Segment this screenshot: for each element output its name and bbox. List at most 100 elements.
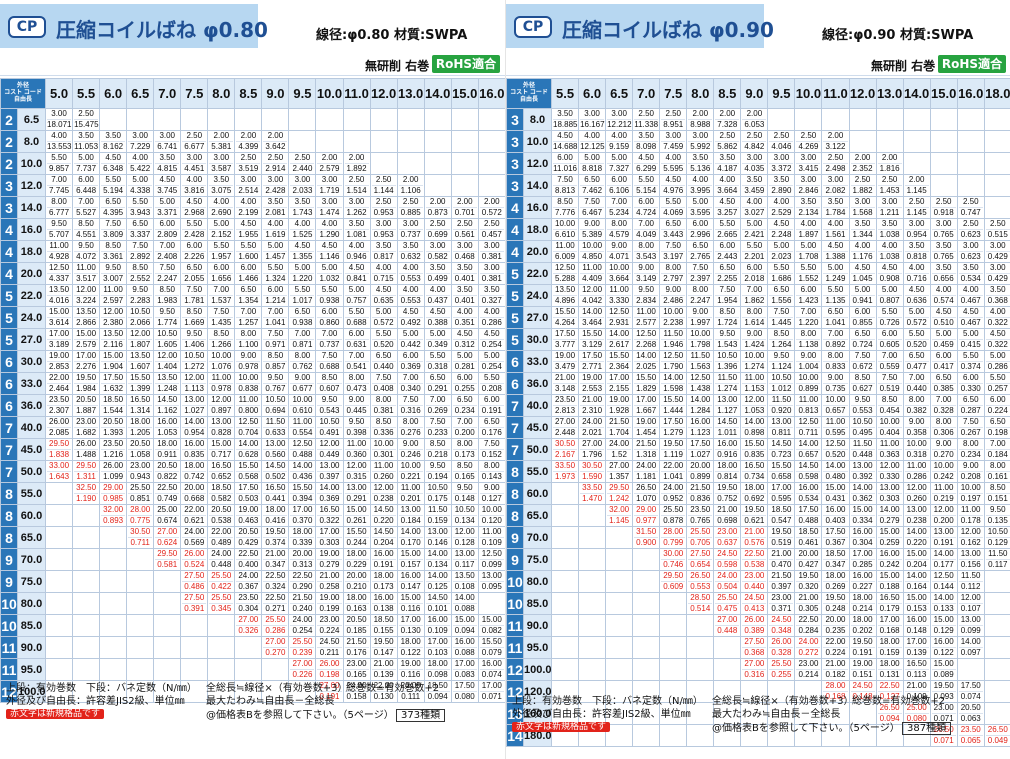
effective-coils: 3.50: [742, 175, 767, 186]
spring-constant: 0.838: [238, 384, 259, 393]
spring-cell: 22.50 0.749: [153, 482, 182, 505]
effective-coils: 14.00: [634, 351, 659, 362]
spring-cell: 7.50 0.408: [369, 372, 398, 395]
spring-cell: 4.00 1.525: [288, 218, 317, 241]
spring-cell: 7.00 0.541: [342, 350, 371, 373]
spring-constant: 2.247: [690, 296, 711, 305]
effective-coils: 8.50: [425, 439, 450, 450]
spring-cell: 31.50 0.900: [632, 526, 661, 549]
spring-constant: 0.746: [663, 560, 684, 569]
outer-diameter-header: 10.0: [794, 78, 823, 109]
spring-constant: 0.148: [454, 494, 475, 503]
spring-constant: 0.553: [852, 406, 873, 415]
spring-constant: 2.025: [636, 362, 657, 371]
spring-cell: 11.00 3.517: [72, 262, 101, 285]
spring-constant: 0.946: [346, 252, 367, 261]
spring-constant: 0.125: [427, 582, 448, 591]
spring-constant: 1.012: [771, 384, 792, 393]
spring-cell: 4.00 0.946: [342, 240, 371, 263]
spring-cell: 9.50 0.767: [261, 372, 290, 395]
spring-constant: 0.134: [454, 516, 475, 525]
effective-coils: 17.50: [796, 505, 821, 516]
page-header: CP 圧縮コイルばね φ0.80 線径:φ0.80 材質:SWPA: [0, 0, 505, 52]
item-count: 373種類: [396, 706, 446, 722]
spring-constant: 0.221: [400, 472, 421, 481]
spring-cell: 3.00 2.846: [794, 174, 823, 197]
empty-cell: [578, 614, 607, 637]
effective-coils: 16.00: [452, 637, 477, 648]
cost-code: 4: [0, 240, 18, 263]
spring-constant: 0.270: [933, 450, 954, 459]
effective-coils: 5.00: [931, 329, 956, 340]
effective-coils: 21.00: [769, 549, 794, 560]
effective-coils: 8.50: [850, 373, 875, 384]
spring-constant: 3.189: [49, 340, 70, 349]
effective-coils: 11.00: [236, 395, 261, 406]
effective-coils: 7.00: [931, 395, 956, 406]
spring-cell: 6.00 2.018: [740, 262, 769, 285]
spring-constant: 0.398: [346, 428, 367, 437]
spring-cell: 3.00 1.211: [875, 196, 904, 219]
spring-constant: 2.081: [265, 208, 286, 217]
empty-cell: [315, 108, 344, 131]
effective-coils: 12.00: [344, 461, 369, 472]
free-length: 90.0: [522, 614, 553, 637]
free-length: 6.5: [16, 108, 47, 131]
effective-coils: 4.00: [823, 219, 848, 230]
spring-constant: 0.371: [771, 604, 792, 613]
effective-coils: 19.00: [398, 659, 423, 670]
spring-constant: 0.094: [454, 626, 475, 635]
effective-coils: 10.00: [796, 373, 821, 384]
effective-coils: 21.50: [769, 571, 794, 582]
spring-cell: 13.00 0.397: [315, 460, 344, 483]
effective-coils: 3.00: [263, 175, 288, 186]
spring-cell: 4.50 0.322: [983, 328, 1010, 351]
effective-coils: 4.50: [425, 307, 450, 318]
spring-constant: 3.519: [238, 164, 259, 173]
spring-spec-table: 外径 コスト コード 自由長 5.5 6.0 6.5 7.0 7.5 8.0 8.5 9.0 9.5 1…: [505, 78, 1010, 747]
effective-coils: 8.50: [317, 373, 342, 384]
effective-coils: 6.50: [479, 417, 504, 428]
effective-coils: 6.00: [263, 285, 288, 296]
spring-constant: 0.576: [744, 538, 765, 547]
spring-cell: 16.00 0.088: [450, 636, 479, 659]
item-count: 387種類: [902, 719, 952, 735]
spring-constant: 1.127: [717, 406, 738, 415]
spring-constant: 0.941: [852, 296, 873, 305]
spring-constant: 0.163: [346, 604, 367, 613]
effective-coils: 24.00: [715, 571, 740, 582]
spring-cell: 5.00 0.572: [369, 306, 398, 329]
table-row: 8 65.0 30.50 0.711 27.00 0.624 24.00 0.569 22.00…: [0, 526, 506, 549]
effective-coils: 9.50: [47, 219, 72, 230]
spring-constant: 0.248: [825, 604, 846, 613]
free-length: 85.0: [522, 592, 553, 615]
effective-coils: 3.00: [661, 131, 686, 142]
effective-coils: 13.00: [317, 461, 342, 472]
spring-cell: 8.50 3.361: [99, 240, 128, 263]
effective-coils: 4.50: [452, 329, 477, 340]
spring-constant: 7.229: [130, 142, 151, 151]
spring-cell: 5.00 7.327: [605, 152, 634, 175]
effective-coils: 6.00: [479, 395, 504, 406]
effective-coils: 5.00: [688, 197, 713, 208]
outer-diameter-header: 8.0: [207, 78, 236, 109]
spring-constant: 2.579: [319, 164, 340, 173]
empty-cell: [578, 702, 607, 725]
effective-coils: 3.00: [904, 219, 929, 230]
effective-coils: 9.00: [823, 373, 848, 384]
effective-coils: 25.50: [128, 483, 153, 494]
spring-cell: 24.50 0.598: [713, 548, 742, 571]
table-row: 9 70.0 31.50 0.900 28.00 0.799 25.50 0.705 23.00…: [506, 526, 1010, 549]
spring-constant: 0.873: [427, 208, 448, 217]
effective-coils: 24.00: [661, 483, 686, 494]
spring-cell: 3.50 1.344: [848, 218, 877, 241]
spring-cell: 7.50 0.688: [315, 350, 344, 373]
cost-code: 10: [0, 614, 18, 637]
spring-cell: 5.50 1.017: [288, 284, 317, 307]
spring-cell: 5.50 2.428: [180, 218, 209, 241]
spring-cell: 12.00 0.200: [929, 504, 958, 527]
free-length: 36.0: [522, 372, 553, 395]
spring-constant: 5.381: [211, 142, 232, 151]
spring-cell: 4.50 6.348: [99, 152, 128, 175]
effective-coils: 19.00: [317, 593, 342, 604]
